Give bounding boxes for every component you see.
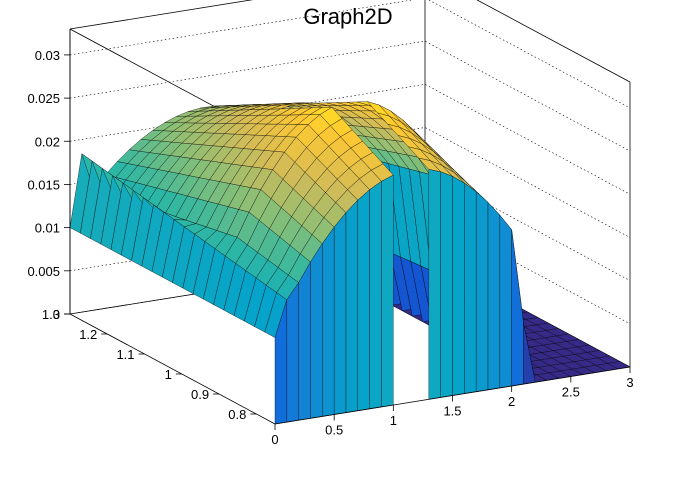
surface-wall (334, 213, 346, 415)
surface-wall (382, 175, 394, 407)
surface-wall (370, 181, 382, 408)
z-tick-label: 0.015 (27, 177, 60, 192)
chart-title: Graph2D (0, 4, 696, 30)
y-tick-label: 1.1 (116, 347, 134, 362)
x-tick-label: 2.5 (562, 385, 580, 400)
surface-wall (453, 176, 465, 395)
surface-wall (322, 227, 334, 416)
surface-wall (476, 192, 488, 392)
z-tick-label: 0 (53, 307, 60, 322)
surface-wall (500, 215, 512, 388)
x-tick-label: 1 (390, 413, 397, 428)
y-tick-label: 1 (165, 367, 172, 382)
surface-wall (512, 230, 524, 386)
y-tick-label: 0.8 (228, 407, 246, 422)
y-tick-label: 1.2 (79, 327, 97, 342)
surface-wall (464, 183, 476, 394)
x-tick-label: 2 (508, 394, 515, 409)
z-tick-label: 0.02 (35, 134, 60, 149)
surface-wall (311, 244, 323, 419)
surface-wall (299, 262, 311, 420)
z-tick-label: 0.005 (27, 264, 60, 279)
surface-wall (287, 283, 299, 423)
surface-wall (358, 190, 370, 411)
surface-wall (441, 172, 453, 398)
surface-wall (346, 200, 358, 413)
z-tick-label: 0.03 (35, 48, 60, 63)
surface-mesh (70, 102, 630, 424)
x-tick-label: 3 (626, 375, 633, 390)
x-tick-label: 1.5 (443, 404, 461, 419)
z-tick-label: 0.025 (27, 91, 60, 106)
x-tick-label: 0.5 (325, 423, 343, 438)
surface-wall (429, 169, 441, 399)
surface-wall (488, 202, 500, 389)
z-tick-label: 0.01 (35, 221, 60, 236)
y-tick-label: 0.9 (191, 387, 209, 402)
x-tick-label: 0 (271, 432, 278, 447)
